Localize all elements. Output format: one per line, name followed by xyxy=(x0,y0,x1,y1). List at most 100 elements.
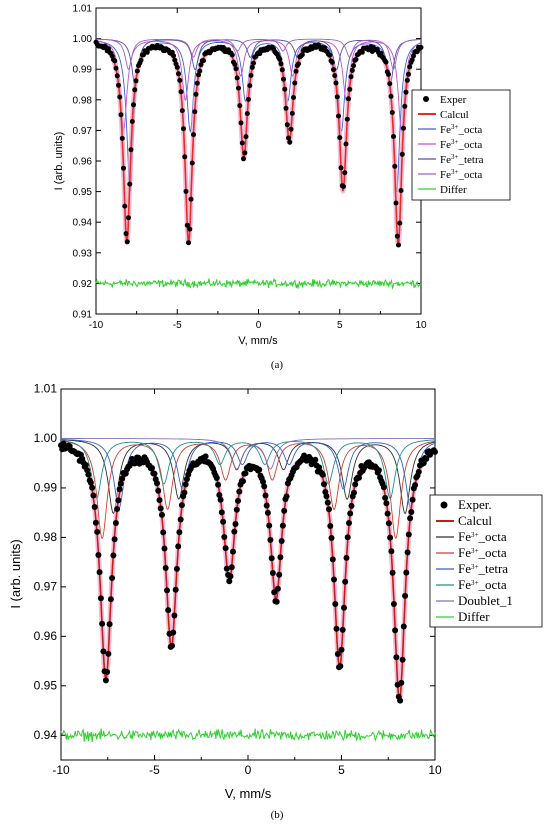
b-data-point xyxy=(117,480,124,487)
a-data-point xyxy=(246,96,251,102)
b-data-point xyxy=(346,520,352,526)
b-data-point xyxy=(109,575,116,581)
a-data-point xyxy=(134,68,140,74)
a-data-point xyxy=(201,58,206,64)
a-data-point xyxy=(233,66,239,72)
a-y-axis-label: I (arb. units) xyxy=(53,132,65,191)
a-data-point xyxy=(132,87,138,93)
b-data-point xyxy=(269,570,276,576)
a-y-tick-label: 1.00 xyxy=(73,34,93,45)
b-x-tick-label: 5 xyxy=(338,763,345,777)
a-data-point xyxy=(293,68,299,74)
a-data-point xyxy=(403,89,409,95)
a-legend-label: Fe3+_octa xyxy=(440,138,482,151)
a-experimental-points xyxy=(93,39,424,248)
a-data-point xyxy=(119,135,125,141)
a-data-point xyxy=(171,53,176,59)
b-x-tick-label: 10 xyxy=(428,763,442,777)
a-data-point xyxy=(118,112,124,118)
a-data-point xyxy=(286,135,291,141)
a-data-point xyxy=(106,46,111,52)
b-data-point xyxy=(170,629,177,636)
b-data-point xyxy=(91,504,98,510)
a-data-point xyxy=(236,85,241,91)
a-data-point xyxy=(117,94,123,100)
b-data-point xyxy=(230,548,236,555)
b-data-point xyxy=(400,623,407,630)
b-data-point xyxy=(273,598,280,605)
b-data-point xyxy=(387,534,394,541)
b-data-point xyxy=(96,569,103,576)
b-legend-label: Fe3+_octa xyxy=(458,529,507,544)
a-legend-label: Exper xyxy=(440,94,467,106)
a-data-point xyxy=(327,52,333,58)
b-x-tick-label: -10 xyxy=(52,763,70,777)
a-x-tick-label: -5 xyxy=(173,320,182,331)
a-data-point xyxy=(248,72,254,78)
b-differ-curve xyxy=(60,728,436,742)
a-legend-label: Differ xyxy=(440,184,467,196)
a-data-point xyxy=(241,156,246,162)
b-data-point xyxy=(116,486,123,493)
a-data-point xyxy=(237,103,243,109)
a-data-point xyxy=(406,71,411,77)
a-data-point xyxy=(292,80,298,86)
b-data-point xyxy=(268,555,275,562)
b-data-point xyxy=(408,509,415,515)
b-data-point xyxy=(220,518,227,525)
a-x-tick-label: 5 xyxy=(337,320,343,331)
b-data-point xyxy=(398,679,405,686)
a-data-point xyxy=(242,150,248,156)
a-y-tick-label: 0.99 xyxy=(73,65,93,76)
b-data-point xyxy=(404,549,411,556)
b-data-point xyxy=(384,510,391,517)
b-data-point xyxy=(277,554,284,561)
b-data-point xyxy=(319,471,326,478)
a-data-point xyxy=(342,170,348,176)
a-data-point xyxy=(234,75,240,81)
a-data-point xyxy=(333,80,339,86)
b-data-point xyxy=(85,471,92,478)
a-data-point xyxy=(332,73,338,79)
a-data-point xyxy=(181,126,186,132)
a-data-point xyxy=(396,242,401,248)
a-data-point xyxy=(278,61,284,67)
a-data-point xyxy=(174,64,180,70)
b-subspectrum-curve xyxy=(61,438,435,470)
a-data-point xyxy=(386,71,391,77)
b-data-point xyxy=(242,470,249,477)
a-data-point xyxy=(337,135,343,141)
a-data-point xyxy=(407,64,413,70)
a-data-point xyxy=(249,64,255,70)
b-data-point xyxy=(227,573,234,580)
a-data-point xyxy=(114,73,120,79)
b-data-point xyxy=(312,456,319,463)
b-data-point xyxy=(397,697,404,704)
a-axis-ticks: -10 -5 0 5 10 0.91 0.92 0.93 0.94 0.95 0.96 0.97 0.9… xyxy=(73,4,427,332)
b-data-point xyxy=(215,481,222,488)
b-subspectrum-curve xyxy=(60,440,436,540)
a-data-point xyxy=(387,81,393,87)
a-y-tick-label: 1.01 xyxy=(73,4,93,15)
a-y-tick-label: 0.96 xyxy=(73,157,93,168)
b-data-point xyxy=(171,612,178,619)
a-data-point xyxy=(344,116,350,122)
a-data-point xyxy=(198,62,204,68)
b-data-point xyxy=(149,465,155,471)
b-data-point xyxy=(339,626,346,633)
b-data-point xyxy=(415,468,422,475)
a-x-axis-label: V, mm/s xyxy=(238,335,278,347)
b-data-point xyxy=(262,492,269,499)
b-data-point xyxy=(183,476,190,483)
b-data-point xyxy=(260,478,266,485)
b-curves xyxy=(59,438,437,742)
b-data-point xyxy=(329,556,336,563)
a-data-point xyxy=(336,113,341,119)
b-data-point xyxy=(177,516,184,523)
b-data-point xyxy=(323,493,330,500)
b-data-point xyxy=(173,565,180,572)
a-data-point xyxy=(283,105,289,111)
a-y-tick-label: 0.95 xyxy=(73,187,93,198)
b-data-point xyxy=(213,475,220,481)
a-data-point xyxy=(133,78,139,84)
